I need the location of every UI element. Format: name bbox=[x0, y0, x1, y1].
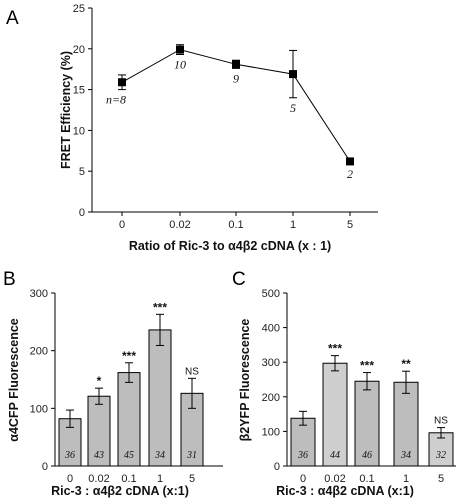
panel-letter-b: B bbox=[3, 269, 16, 290]
panel-b-significance-label: NS bbox=[185, 366, 199, 377]
panel-c-y-tick-label: 100 bbox=[262, 426, 280, 438]
panel-a-y-tick-label: 10 bbox=[73, 125, 85, 137]
panel-c-n-label: 34 bbox=[400, 450, 411, 461]
panel-c-bar bbox=[393, 381, 419, 467]
panel-b-n-label: 34 bbox=[154, 450, 165, 461]
panel-a-n-label: 5 bbox=[290, 101, 296, 115]
panel-a-x-tick-label: 1 bbox=[290, 219, 296, 231]
panel-a-y-tick-label: 25 bbox=[73, 3, 85, 15]
panel-a-y-tick-label: 5 bbox=[79, 166, 85, 178]
panel-c-n-label: 46 bbox=[362, 450, 372, 461]
panel-b-n-label: 31 bbox=[186, 450, 197, 461]
panel-b-x-tick-label: 1 bbox=[157, 473, 163, 485]
panel-b-x-tick-label: 5 bbox=[189, 473, 195, 485]
panel-b-y-tick-label: 300 bbox=[30, 288, 48, 300]
panel-a-y-tick-label: 20 bbox=[73, 44, 85, 56]
panel-c-significance-label: NS bbox=[434, 416, 448, 427]
panel-c-y-tick-label: 400 bbox=[262, 323, 280, 335]
panel-a-x-axis-label: Ratio of Ric-3 to α4β2 cDNA (x : 1) bbox=[129, 239, 331, 253]
panel-c-y-tick-label: 500 bbox=[262, 288, 280, 300]
panel-a-y-tick-label: 15 bbox=[73, 85, 85, 97]
panel-a-x-tick-label: 0.02 bbox=[169, 219, 190, 231]
panel-b-significance-label: * bbox=[97, 374, 102, 388]
panel-c-n-label: 44 bbox=[330, 450, 340, 461]
panel-c-significance-label: *** bbox=[360, 359, 374, 373]
panel-b-y-tick-label: 100 bbox=[30, 403, 48, 415]
panel-c-bar bbox=[322, 362, 348, 467]
panel-c-y-tick-label: 0 bbox=[274, 461, 280, 473]
panel-b-significance-label: *** bbox=[153, 300, 167, 314]
panel-b-y-tick-label: 200 bbox=[30, 346, 48, 358]
panel-b-n-label: 43 bbox=[94, 450, 104, 461]
panel-b-n-label: 36 bbox=[64, 450, 75, 461]
panel-a-x-tick-label: 0 bbox=[119, 219, 125, 231]
panel-c-bar bbox=[354, 380, 380, 467]
panel-c-x-axis-label: Ric-3 : α4β2 cDNA (x:1) bbox=[276, 484, 414, 498]
panel-b-y-axis-label: α4CFP Fluorescence bbox=[7, 318, 21, 442]
panel-c-x-tick-label: 0.1 bbox=[359, 473, 374, 485]
panel-a-n-label: n=8 bbox=[106, 93, 126, 107]
panel-b-x-tick-label: 0.1 bbox=[121, 473, 136, 485]
panel-b-x-tick-label: 0 bbox=[67, 473, 73, 485]
panel-c-y-tick-label: 200 bbox=[262, 392, 280, 404]
panel-a-x-tick-label: 5 bbox=[347, 219, 353, 231]
panel-a-x-tick-label: 0.1 bbox=[228, 219, 243, 231]
panel-b-n-label: 45 bbox=[124, 450, 134, 461]
panel-c-significance-label: ** bbox=[401, 357, 411, 371]
panel-c-x-tick-label: 0.02 bbox=[324, 473, 345, 485]
panel-a-n-label: 10 bbox=[174, 58, 186, 72]
panel-a-n-label: 2 bbox=[347, 167, 353, 181]
panel-a-n-label: 9 bbox=[233, 71, 239, 85]
panel-b-x-tick-label: 0.02 bbox=[88, 473, 109, 485]
panel-a-data-point bbox=[232, 60, 240, 69]
panel-a-data-point bbox=[176, 45, 184, 54]
panel-a-data-point bbox=[118, 78, 126, 87]
panel-b-x-axis-label: Ric-3 : α4β2 cDNA (x:1) bbox=[51, 484, 189, 498]
panel-a-data-point bbox=[346, 157, 354, 166]
panel-a-data-point bbox=[289, 70, 297, 79]
panel-a-y-tick-label: 0 bbox=[79, 207, 85, 219]
panel-c-n-label: 36 bbox=[297, 450, 308, 461]
panel-c-significance-label: *** bbox=[328, 342, 342, 356]
panel-c-y-axis-label: β2YFP Fluorescence bbox=[238, 319, 252, 442]
panel-c-y-tick-label: 300 bbox=[262, 357, 280, 369]
panel-letter-a: A bbox=[6, 8, 19, 29]
panel-c-bar bbox=[428, 432, 454, 467]
panel-b-bar bbox=[148, 329, 172, 467]
panel-letter-c: C bbox=[232, 269, 246, 290]
panel-c-x-tick-label: 0 bbox=[300, 473, 306, 485]
panel-c-x-tick-label: 1 bbox=[403, 473, 409, 485]
panel-b-y-tick-label: 0 bbox=[42, 461, 48, 473]
panel-c-x-tick-label: 5 bbox=[438, 473, 444, 485]
panel-c-n-label: 32 bbox=[435, 450, 446, 461]
panel-a-y-axis-label: FRET Efficiency (%) bbox=[59, 51, 73, 169]
panel-b-significance-label: *** bbox=[122, 349, 136, 363]
